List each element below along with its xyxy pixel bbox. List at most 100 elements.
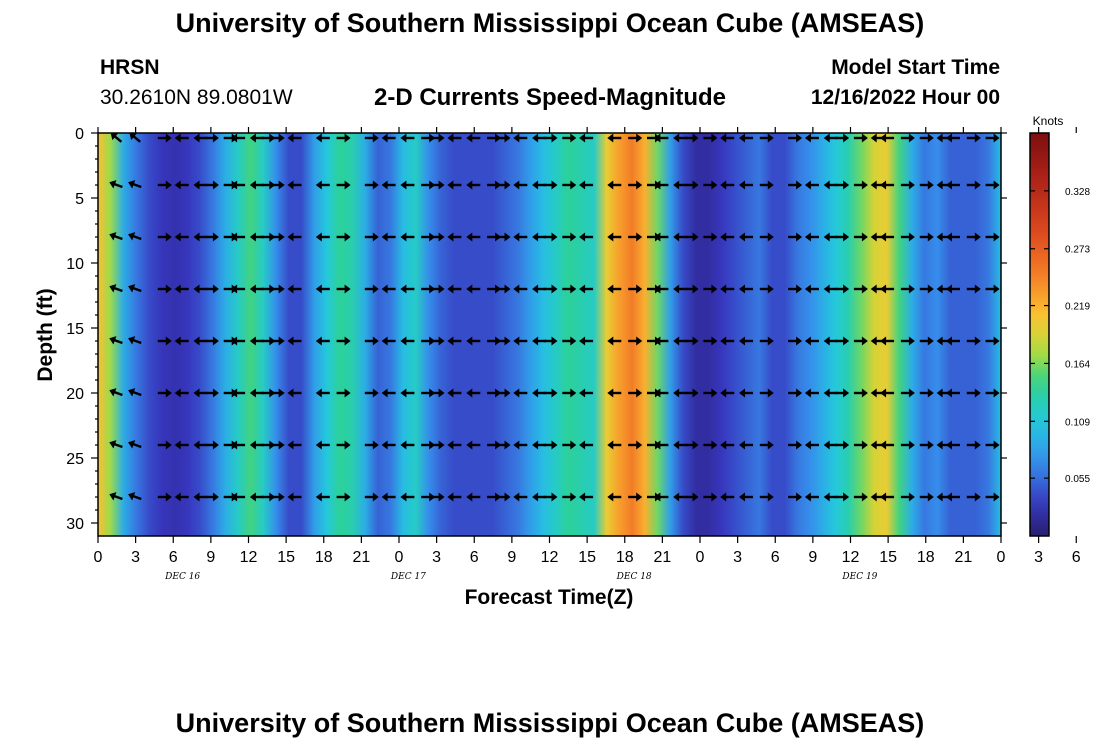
current-vector <box>919 133 934 143</box>
current-vector <box>684 388 699 398</box>
x-tick-label: 18 <box>616 549 634 566</box>
current-vector <box>703 388 718 398</box>
x-tick-label: 0 <box>997 549 1006 566</box>
current-vector <box>157 133 172 143</box>
current-vector <box>900 284 915 294</box>
current-vector <box>562 388 577 398</box>
current-vector <box>720 232 735 242</box>
x-tick-label: 6 <box>1072 549 1081 566</box>
current-vector <box>607 440 622 450</box>
current-vector <box>985 284 1000 294</box>
current-vector <box>496 133 511 143</box>
y-tick-label: 25 <box>66 451 84 468</box>
current-vector <box>543 492 558 502</box>
current-vector <box>270 440 285 450</box>
current-vector <box>513 180 528 190</box>
colorbar-tick-label: 0.328 <box>1065 187 1090 198</box>
current-vector <box>231 133 246 143</box>
current-vector <box>364 180 379 190</box>
current-vector <box>703 492 718 502</box>
current-vector <box>739 336 753 346</box>
current-vector <box>966 336 981 346</box>
current-vector <box>607 232 622 242</box>
current-vector <box>900 180 915 190</box>
current-vector <box>804 388 819 398</box>
current-vector <box>966 284 981 294</box>
current-vector <box>684 284 699 294</box>
current-vector <box>835 180 850 190</box>
x-tick-label: 0 <box>696 549 705 566</box>
current-vector <box>381 440 396 450</box>
current-vector <box>720 336 735 346</box>
current-vector <box>543 133 558 143</box>
heatmap-field <box>98 133 1001 536</box>
x-tick-label: 12 <box>541 549 559 566</box>
current-vector <box>607 336 622 346</box>
current-vector <box>174 492 189 502</box>
current-vector <box>157 492 172 502</box>
current-vector <box>946 492 960 502</box>
current-vector <box>720 133 735 143</box>
current-vector <box>703 284 718 294</box>
x-tick-label: 12 <box>240 549 258 566</box>
current-vector <box>788 492 803 502</box>
current-vector <box>759 232 774 242</box>
current-vector <box>174 133 189 143</box>
y-tick-label: 20 <box>66 386 84 403</box>
colorbar-tick-label: 0.164 <box>1065 359 1090 370</box>
current-vector <box>430 388 445 398</box>
current-vector <box>513 232 528 242</box>
chart-title: University of Southern Mississippi Ocean… <box>175 8 925 38</box>
current-vector <box>919 492 934 502</box>
current-vector <box>287 336 302 346</box>
current-vector <box>430 180 445 190</box>
y-tick-label: 0 <box>75 126 84 143</box>
x-tick-label: 15 <box>277 549 295 566</box>
current-vector <box>109 284 123 293</box>
current-vector <box>336 133 351 143</box>
current-vector <box>579 133 594 143</box>
current-vector <box>204 336 219 346</box>
current-vector <box>759 180 774 190</box>
current-vector <box>966 440 981 450</box>
current-vectors <box>109 132 1000 502</box>
current-vector <box>562 284 577 294</box>
x-tick-label: 18 <box>917 549 935 566</box>
day-label: DEC 17 <box>390 572 426 582</box>
current-vector <box>174 336 189 346</box>
current-vector <box>466 180 481 190</box>
current-vector <box>703 232 718 242</box>
current-vector <box>628 284 643 294</box>
current-vector <box>919 232 934 242</box>
current-vector <box>466 133 481 143</box>
current-vector <box>364 440 379 450</box>
current-vector <box>684 232 699 242</box>
current-vector <box>336 440 351 450</box>
current-vector <box>628 336 643 346</box>
current-vector <box>231 440 246 450</box>
current-vector <box>231 336 246 346</box>
colorbar: Knots 0.055 0.109 0.164 0.219 0.273 0.328 <box>1029 114 1090 537</box>
current-vector <box>739 388 753 398</box>
current-vector <box>880 336 895 346</box>
x-tick-label: 3 <box>432 549 441 566</box>
current-vector <box>562 492 577 502</box>
current-vector <box>946 388 960 398</box>
current-vector <box>804 180 819 190</box>
current-vector <box>739 284 753 294</box>
current-vector <box>562 133 577 143</box>
current-vector <box>543 336 558 346</box>
x-tick-label: 0 <box>395 549 404 566</box>
x-tick-label: 21 <box>653 549 671 566</box>
current-vector <box>430 492 445 502</box>
y-tick-label: 30 <box>66 516 84 533</box>
current-vector <box>607 133 622 143</box>
current-vector <box>336 232 351 242</box>
current-vector <box>835 440 850 450</box>
day-label: DEC 19 <box>841 572 877 582</box>
current-vector <box>128 180 142 189</box>
current-vector <box>703 180 718 190</box>
current-vector <box>654 388 669 398</box>
current-vector <box>381 284 396 294</box>
